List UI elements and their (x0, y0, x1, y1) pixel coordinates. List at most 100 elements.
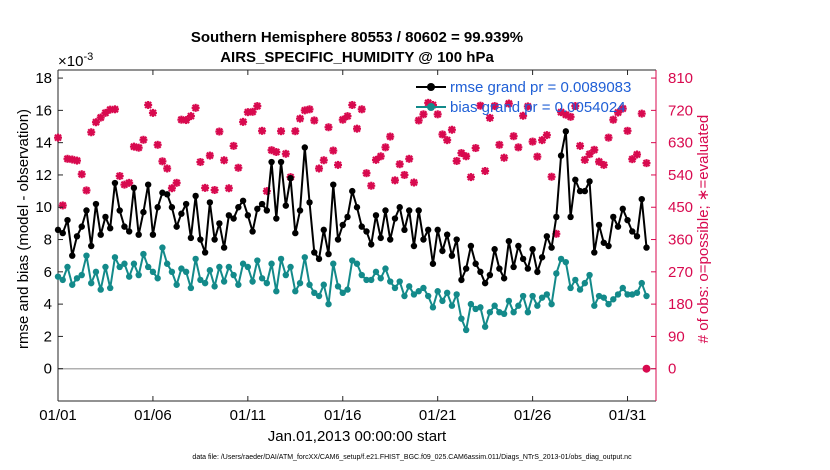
bias-point (59, 276, 66, 284)
nobs-point-bar (272, 148, 281, 156)
nobs-point-bar (144, 101, 152, 109)
rmse-point (382, 207, 389, 214)
bias-point (144, 263, 152, 271)
nobs-point-bar (642, 159, 651, 167)
nobs-point (386, 132, 395, 141)
nobs-point-bar (367, 181, 376, 190)
nobs-point (348, 100, 357, 109)
y-tick-label-right: 630 (668, 135, 693, 152)
nobs-point-bar (448, 125, 456, 134)
y-tick-label-left: 8 (44, 232, 52, 249)
rmse-point (258, 200, 266, 208)
nobs-point-bar (581, 156, 589, 164)
nobs-point (443, 136, 452, 145)
nobs-point-bar (438, 130, 447, 139)
nobs-point-bar (305, 105, 314, 114)
rmse-point (515, 242, 522, 250)
rmse-point (638, 195, 645, 203)
bias-point (121, 260, 128, 267)
nobs-point-bar (467, 173, 475, 181)
chart-title-line2: AIRS_SPECIFIC_HUMIDITY @ 100 hPa (220, 49, 494, 66)
nobs-point (334, 160, 343, 169)
nobs-point-bar (405, 155, 413, 163)
bias-point (515, 302, 522, 309)
rmse-point (116, 207, 123, 214)
bias-point (600, 294, 607, 301)
rmse-point (600, 239, 607, 246)
bias-point (230, 271, 237, 279)
bias-point (235, 281, 242, 288)
y-tick-label-left: 6 (44, 264, 52, 281)
y-tick-label-right: 810 (668, 70, 693, 87)
y-tick-label-right: 720 (668, 102, 693, 119)
nobs-point (533, 152, 542, 161)
nobs-point (419, 110, 428, 119)
rmse-point (505, 237, 513, 245)
nobs-point-bar (191, 104, 200, 112)
bias-point (111, 254, 119, 261)
nobs-point (571, 102, 580, 111)
bias-point (477, 304, 484, 311)
nobs-point-bar (452, 157, 461, 165)
rmse-point (572, 176, 579, 183)
nobs-point (310, 116, 319, 125)
rmse-point (311, 249, 318, 256)
nobs-point-bar (153, 141, 162, 149)
rmse-point (69, 252, 76, 259)
nobs-point (462, 152, 471, 161)
rmse-point (467, 242, 475, 250)
rmse-point (462, 265, 470, 272)
rmse-point (54, 226, 62, 234)
nobs-point-bar (414, 116, 423, 125)
bias-point (320, 281, 327, 288)
nobs-point (239, 117, 248, 126)
bias-point (282, 271, 290, 279)
y-tick-label-left: 12 (35, 167, 52, 184)
rmse-point (121, 223, 128, 230)
nobs-point (82, 186, 91, 195)
rmse-point (524, 265, 532, 272)
nobs-point-bar (433, 110, 442, 119)
rmse-point (363, 228, 370, 235)
bias-point (448, 302, 456, 309)
x-tick-label: 01/26 (514, 407, 552, 424)
nobs-point-bar (149, 109, 157, 117)
nobs-point (557, 108, 566, 117)
y-tick-label-left: 4 (44, 296, 52, 313)
nobs-point (167, 184, 176, 193)
bias-point (614, 291, 622, 298)
bias-point (149, 268, 157, 276)
legend: rmse grand pr = 0.0089083 bias grand pr … (416, 79, 631, 116)
rmse-point (249, 228, 256, 235)
bias-point (524, 308, 532, 316)
nobs-point-bar (509, 132, 518, 140)
bias-point (159, 244, 166, 251)
nobs-point (210, 186, 219, 195)
bias-point (643, 292, 650, 300)
nobs-point (163, 164, 172, 173)
rmse-point (201, 249, 209, 256)
nobs-point (500, 153, 509, 162)
nobs-point-bar (519, 111, 527, 120)
bias-point (92, 268, 100, 276)
nobs-point-bar (386, 132, 394, 141)
bias-point (443, 289, 451, 297)
nobs-point (277, 127, 286, 136)
bias-point (97, 286, 104, 293)
nobs-point-bar (595, 157, 603, 166)
bias-point (292, 288, 299, 295)
rmse-point (377, 234, 384, 242)
rmse-point (576, 187, 584, 195)
bias-point (201, 279, 209, 287)
plot-data-layer (54, 98, 651, 373)
rmse-point (543, 233, 551, 240)
rmse-point (349, 187, 356, 195)
nobs-point (234, 163, 243, 172)
nobs-point (77, 170, 86, 179)
rmse-point (102, 213, 109, 221)
nobs-point-bar (329, 146, 338, 155)
rmse-point (605, 242, 612, 250)
nobs-point (87, 128, 96, 137)
y-tick-label-right: 0 (668, 361, 676, 378)
nobs-point (296, 114, 305, 123)
